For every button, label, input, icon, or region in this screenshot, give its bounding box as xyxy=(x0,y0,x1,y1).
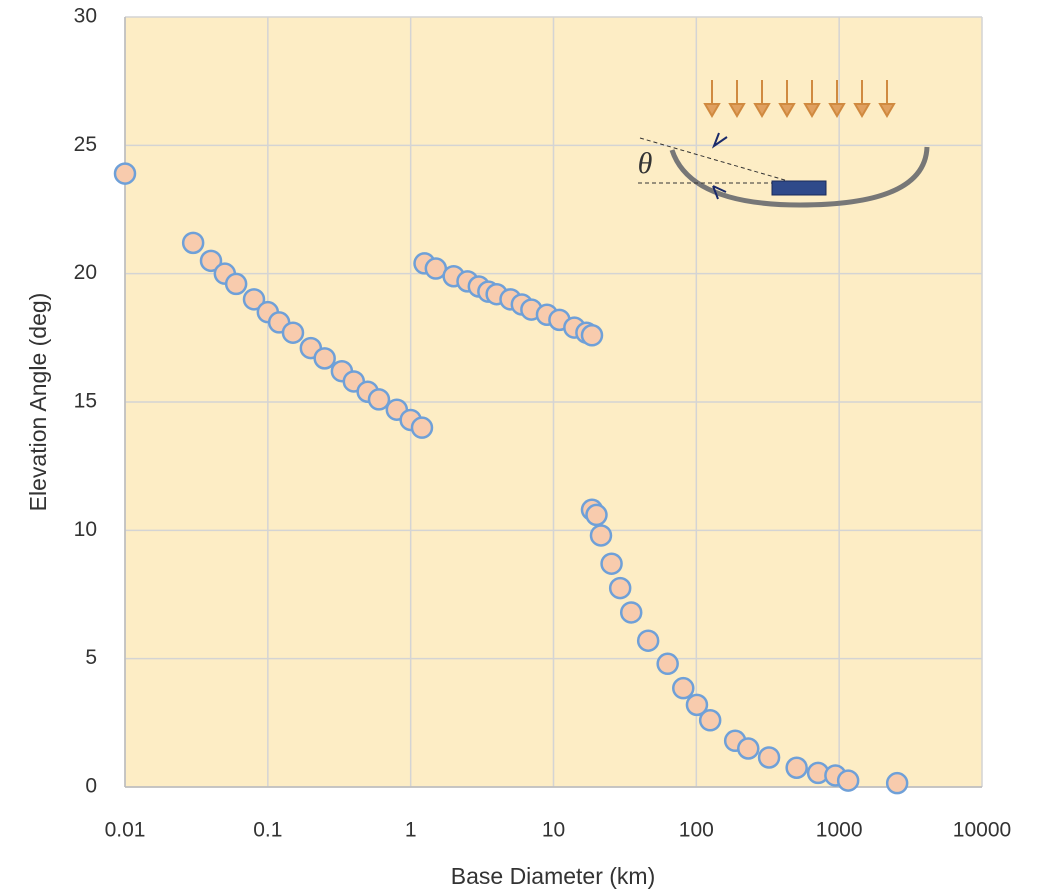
x-tick-label: 10 xyxy=(542,819,565,842)
scatter-point xyxy=(281,321,305,344)
scatter-point xyxy=(685,693,709,717)
y-tick-label: 0 xyxy=(85,775,97,798)
scatter-point xyxy=(589,524,613,547)
scatter-point xyxy=(199,249,223,273)
x-tick-label: 0.1 xyxy=(253,819,282,842)
scatter-point xyxy=(580,324,604,347)
scatter-point xyxy=(785,756,808,779)
scatter-point xyxy=(836,769,860,792)
y-tick-label: 25 xyxy=(74,133,97,156)
scatter-point xyxy=(181,231,205,255)
scatter-point xyxy=(619,601,643,624)
y-tick-label: 5 xyxy=(85,646,97,669)
scatter-point xyxy=(242,288,266,311)
y-tick-label: 10 xyxy=(74,518,97,541)
x-axis-label: Base Diameter (km) xyxy=(451,863,655,889)
scatter-point xyxy=(600,552,623,575)
y-tick-label: 15 xyxy=(74,390,97,413)
inset-diagram: θ xyxy=(638,80,930,208)
scatter-point xyxy=(885,771,909,795)
y-tick-label: 20 xyxy=(74,261,97,284)
scatter-point xyxy=(313,347,336,370)
scatter-point xyxy=(757,746,781,769)
x-tick-label: 0.01 xyxy=(105,819,146,842)
scatter-point xyxy=(656,652,679,676)
x-tick-label: 1000 xyxy=(816,819,863,842)
scatter-point xyxy=(367,388,391,411)
y-tick-label: 30 xyxy=(74,5,97,28)
scatter-point xyxy=(608,576,632,600)
scatter-point xyxy=(224,272,248,296)
y-axis-label: Elevation Angle (deg) xyxy=(25,293,51,512)
x-tick-label: 10000 xyxy=(953,819,1011,842)
scatter-point xyxy=(737,737,760,760)
scatter-point xyxy=(636,629,660,652)
theta-label: θ xyxy=(638,147,653,180)
scatter-point xyxy=(585,503,608,527)
x-tick-label: 100 xyxy=(679,819,714,842)
scatter-point xyxy=(698,709,722,732)
x-tick-label: 1 xyxy=(405,819,417,842)
scatter-point xyxy=(113,162,137,185)
scatter-point xyxy=(410,416,434,439)
scatter-point xyxy=(672,676,695,700)
